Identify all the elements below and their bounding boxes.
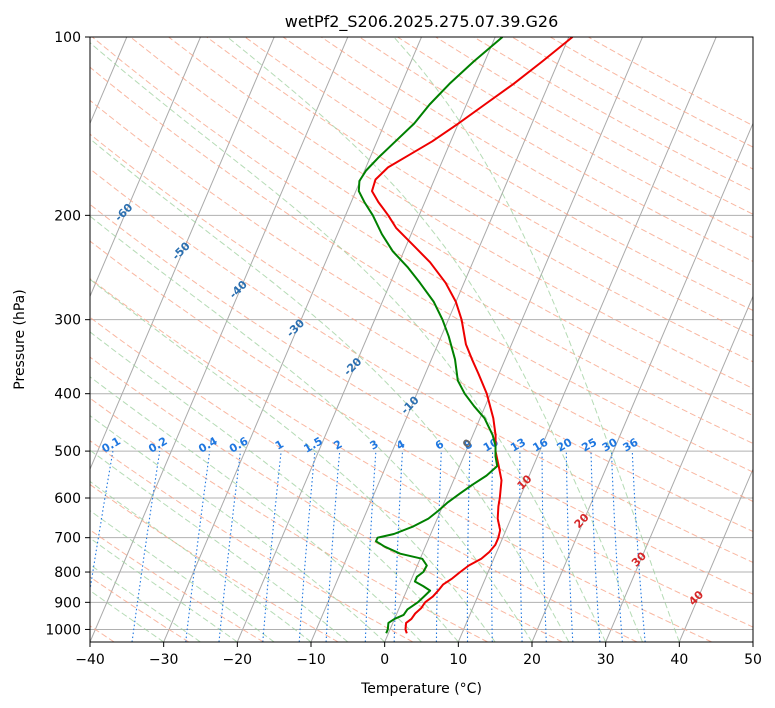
x-tick-label: 10 [449, 652, 467, 668]
moist-adiabat-line [90, 278, 496, 642]
dry-adiabat-line [90, 203, 753, 595]
y-tick-label: 900 [54, 595, 81, 611]
x-tick-label: 40 [670, 652, 688, 668]
isotherm-line [236, 37, 496, 642]
isotherm-line [90, 37, 201, 298]
mixing-ratio-line [185, 451, 211, 642]
moist-adiabat-line [90, 415, 386, 642]
dry-adiabat-line [90, 576, 190, 642]
axes: −40 −30 −20 −10 0 10 20 30 40 50 100 200 300 400 500 60… [45, 30, 762, 668]
y-tick-label: 700 [54, 531, 81, 547]
moist-adiabat-line [90, 376, 422, 642]
isotherm-line [678, 467, 753, 642]
x-tick-label: −10 [296, 652, 326, 668]
isotherm-line [457, 37, 717, 642]
x-tick-label: −20 [223, 652, 253, 668]
mixing-ratio-line [298, 451, 316, 642]
mixing-ratio-line [631, 451, 646, 642]
moist-adiabat-line [90, 138, 570, 642]
dry-adiabat-line [90, 168, 753, 563]
moist-adiabat-line [90, 589, 164, 642]
dry-adiabat-line [90, 133, 753, 533]
isotherm-line [531, 122, 753, 642]
dry-adiabat-line [90, 66, 753, 473]
isotherm-line [163, 37, 422, 642]
x-tick-label: −40 [75, 652, 105, 668]
moist-adiabat-line [90, 537, 238, 642]
chart-title: wetPf2_S206.2025.275.07.39.G26 [285, 12, 559, 32]
moist-adiabat-line [90, 480, 312, 642]
isotherm-line [605, 295, 753, 642]
y-tick-label: 100 [54, 30, 81, 46]
mixing-ratio-line [131, 451, 161, 642]
moist-adiabat-line [90, 215, 533, 642]
mixing-ratio-line [262, 451, 282, 642]
y-tick-label: 500 [54, 444, 81, 460]
y-tick-label: 300 [54, 313, 81, 329]
x-tick-label: 20 [523, 652, 541, 668]
dry-adiabat-line [206, 37, 753, 363]
moist-adiabat-line [393, 37, 680, 642]
x-tick-label: 0 [380, 652, 389, 668]
plot-area: 0.10.20.40.611.52346810131620253036-100-… [90, 37, 753, 642]
dry-adiabat-line [90, 356, 563, 642]
dry-adiabat-line [90, 316, 638, 642]
plot-frame [89, 36, 754, 643]
plot-clip-group: 0.10.20.40.611.52346810131620253036-100-… [90, 37, 753, 642]
y-tick-label: 1000 [45, 622, 81, 638]
dry-adiabat-line [90, 483, 339, 642]
y-tick-label: 200 [54, 208, 81, 224]
moist-adiabat-line [90, 564, 201, 642]
x-tick-label: 50 [744, 652, 762, 668]
dry-adiabat-line [90, 240, 753, 628]
y-axis-title: Pressure (hPa) [12, 289, 28, 389]
y-tick-label: 400 [54, 387, 81, 403]
dry-adiabat-line [90, 397, 488, 642]
mixing-ratio-line [90, 451, 114, 594]
isotherm-line [384, 37, 643, 642]
moist-adiabat-line [90, 42, 607, 642]
x-tick-label: −30 [149, 652, 179, 668]
dry-adiabat-line [130, 37, 753, 417]
moist-adiabat-line [90, 449, 349, 642]
isotherm-line [90, 37, 275, 471]
y-tick-label: 600 [54, 491, 81, 507]
y-tick-label: 800 [54, 565, 81, 581]
mixing-ratio-line [218, 451, 242, 642]
x-tick-label: 30 [597, 652, 615, 668]
dry-adiabat-line [282, 37, 753, 312]
x-axis-title: Temperature (°C) [360, 681, 482, 697]
dewpoint-profile-line [357, 37, 504, 634]
moist-adiabat-line [227, 37, 643, 642]
